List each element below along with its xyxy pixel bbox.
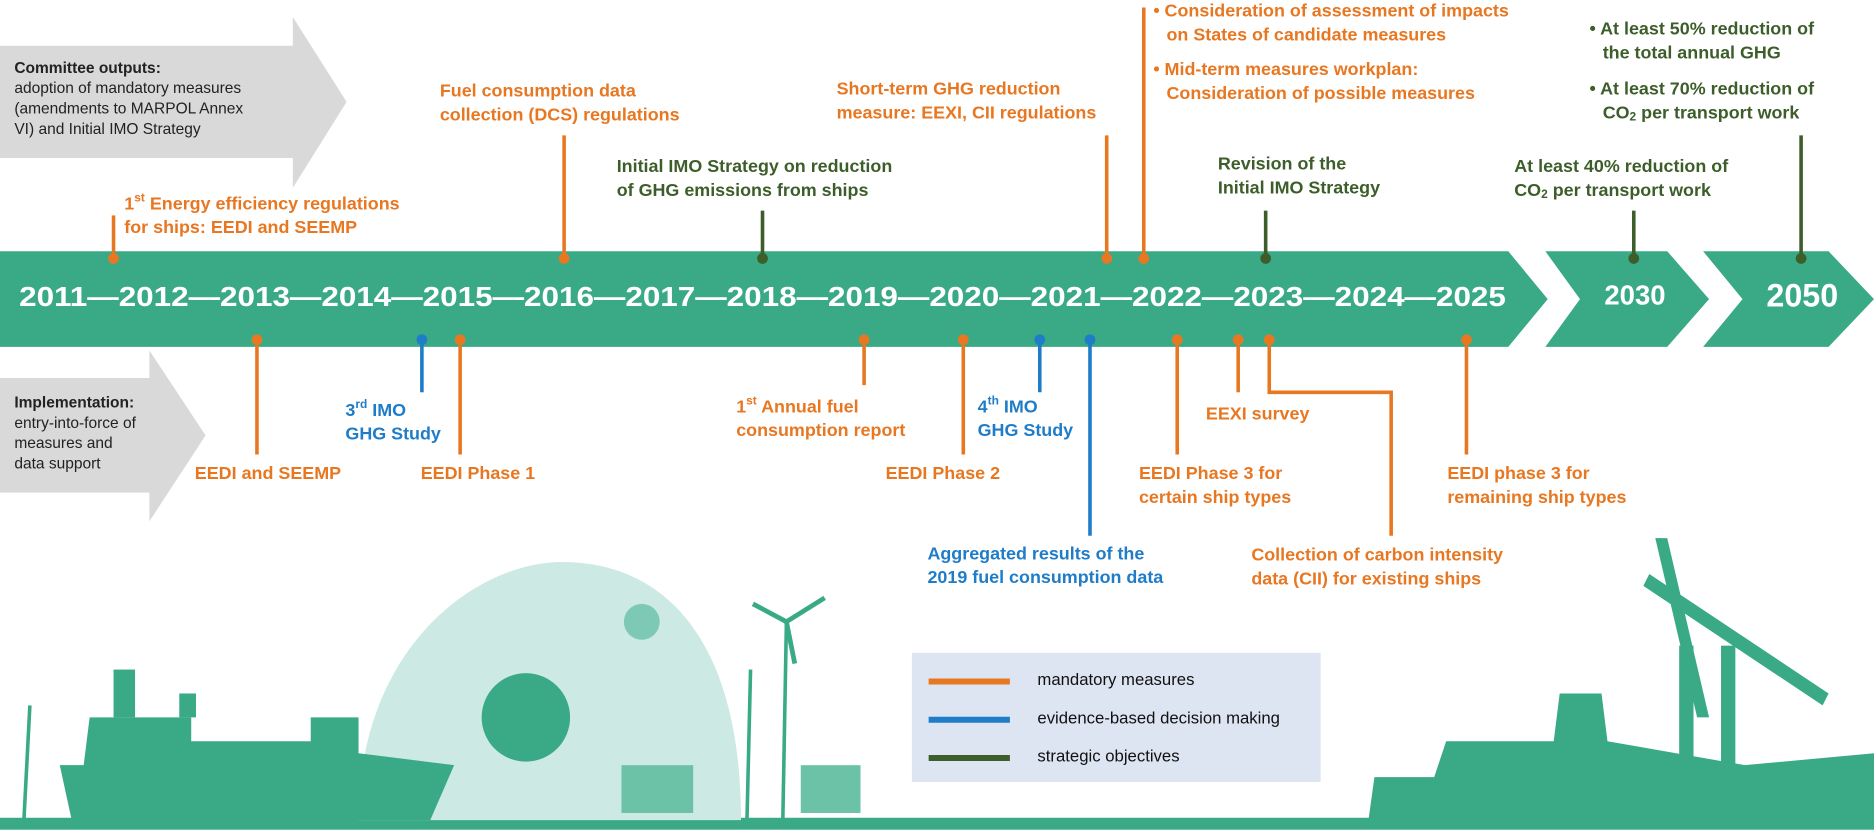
event-text: • Mid-term measures workplan: xyxy=(1153,59,1418,79)
event-dot xyxy=(1628,253,1639,264)
event-text: 3rd IMO xyxy=(345,397,406,420)
event-text: Initial IMO Strategy on reduction xyxy=(617,156,893,176)
event-dot xyxy=(958,334,969,345)
event-text: Collection of carbon intensity xyxy=(1251,544,1503,564)
text-segment: per transport work xyxy=(1636,102,1799,122)
panel-text: adoption of mandatory measures xyxy=(14,80,241,97)
event-text: • Consideration of assessment of impacts xyxy=(1153,1,1509,21)
text-segment: IMO xyxy=(999,396,1038,416)
event-text: certain ship types xyxy=(1139,487,1291,507)
panel-text: entry-into-force of xyxy=(14,415,136,432)
timeline-diagram: mandatory measures evidence-based decisio… xyxy=(0,0,1874,830)
event-text: 2019 fuel consumption data xyxy=(927,567,1164,587)
text-segment: per transport work xyxy=(1548,180,1711,200)
event-text: • At least 70% reduction of xyxy=(1590,78,1815,98)
event-text: GHG Study xyxy=(978,420,1074,440)
event-dot xyxy=(108,253,119,264)
panel-text: measures and xyxy=(14,435,112,452)
text-segment: st xyxy=(134,191,145,205)
text-segment: CO xyxy=(1514,180,1541,200)
event-text: consumption report xyxy=(736,420,905,440)
event-text: collection (DCS) regulations xyxy=(440,105,680,125)
event-dot xyxy=(1796,253,1807,264)
event-dot xyxy=(252,334,263,345)
event-dot xyxy=(455,334,466,345)
event-dot xyxy=(417,334,428,345)
event-text: EEDI Phase 1 xyxy=(421,463,535,483)
text-segment: 3 xyxy=(345,400,355,420)
legend-label: evidence-based decision making xyxy=(1037,708,1280,727)
event-text: Aggregated results of the xyxy=(927,543,1144,563)
text-segment: rd xyxy=(355,397,367,411)
event-text: 1st Energy efficiency regulations xyxy=(124,191,399,214)
text-segment: st xyxy=(746,394,757,408)
event-text: CO2 per transport work xyxy=(1514,180,1711,201)
legend-label: strategic objectives xyxy=(1037,747,1179,766)
event-text: the total annual GHG xyxy=(1603,42,1781,62)
timeline-year: 2030 xyxy=(1604,280,1665,311)
event-text: 1st Annual fuel xyxy=(736,394,858,417)
event-text: data (CII) for existing ships xyxy=(1251,568,1481,588)
event-text: on States of candidate measures xyxy=(1166,25,1446,45)
event-text: EEDI and SEEMP xyxy=(195,463,341,483)
event-dot xyxy=(1085,334,1096,345)
text-segment: Energy efficiency regulations xyxy=(145,193,400,213)
text-segment: 4 xyxy=(978,396,988,416)
event-text: EEDI Phase 3 for xyxy=(1139,463,1282,483)
event-text: for ships: EEDI and SEEMP xyxy=(124,217,357,237)
page: mandatory measures evidence-based decisio… xyxy=(0,0,1874,830)
event-dot xyxy=(1172,334,1183,345)
timeline-year: 2050 xyxy=(1766,278,1838,314)
event-text: Initial IMO Strategy xyxy=(1218,178,1380,198)
event-text: Short-term GHG reduction xyxy=(837,78,1061,98)
text-segment: Annual fuel xyxy=(757,396,859,416)
event-text: CO2 per transport work xyxy=(1603,102,1800,123)
event-text: Fuel consumption data xyxy=(440,81,637,101)
text-segment: 1 xyxy=(736,396,746,416)
timeline-years: 2011—2012—2013—2014—2015—2016—2017—2018—… xyxy=(19,281,1506,312)
event-text: Consideration of possible measures xyxy=(1166,83,1475,103)
event-dot xyxy=(1461,334,1472,345)
text-segment: th xyxy=(988,394,999,408)
event-text: GHG Study xyxy=(345,424,441,444)
event-text: EEDI Phase 2 xyxy=(886,463,1000,483)
panel-text: data support xyxy=(14,455,101,472)
event-dot xyxy=(757,253,768,264)
event-dot xyxy=(559,253,570,264)
text-segment: 1 xyxy=(124,193,134,213)
panel-text: VI) and Initial IMO Strategy xyxy=(14,121,201,138)
event-text: remaining ship types xyxy=(1447,487,1626,507)
event-text: EEDI phase 3 for xyxy=(1447,463,1589,483)
event-text: of GHG emissions from ships xyxy=(617,180,869,200)
event-dot xyxy=(1260,253,1271,264)
event-dot xyxy=(1233,334,1244,345)
text-segment: CO xyxy=(1603,102,1630,122)
event-text: Revision of the xyxy=(1218,154,1346,174)
event-text: At least 40% reduction of xyxy=(1514,156,1728,176)
event-text: EEXI survey xyxy=(1206,403,1310,423)
event-dot xyxy=(1101,253,1112,264)
event-text: measure: EEXI, CII regulations xyxy=(837,102,1097,122)
panel-title: Implementation: xyxy=(14,394,134,411)
event-dot xyxy=(859,334,870,345)
event-text: • At least 50% reduction of xyxy=(1590,19,1815,39)
event-dot xyxy=(1138,253,1149,264)
legend-label: mandatory measures xyxy=(1037,670,1194,689)
panel-text: (amendments to MARPOL Annex xyxy=(14,100,243,117)
panel-title: Committee outputs: xyxy=(14,60,161,77)
event-text: 4th IMO xyxy=(978,394,1038,417)
text-segment: IMO xyxy=(367,400,406,420)
event-dot xyxy=(1034,334,1045,345)
event-dot xyxy=(1264,334,1275,345)
